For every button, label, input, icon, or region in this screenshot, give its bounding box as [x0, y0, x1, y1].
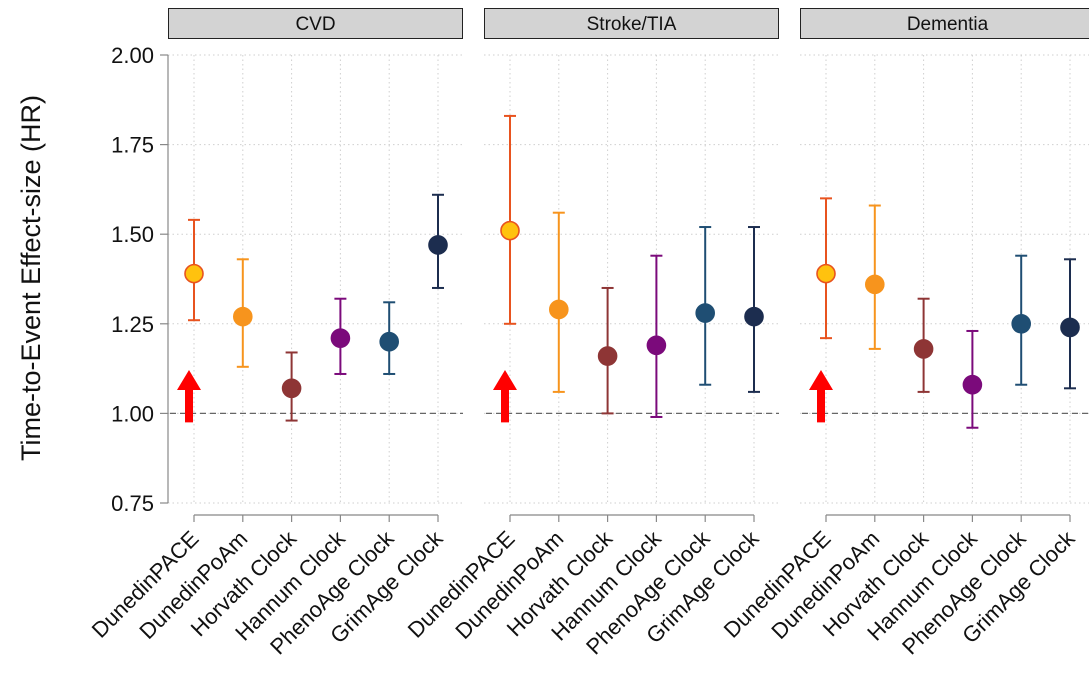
- point-dementia-grimage-clock: [1060, 317, 1080, 338]
- y-tick-label: 1.25: [111, 312, 154, 337]
- point-stroke-tia-hannum-clock: [646, 335, 667, 356]
- y-axis-title: Time-to-Event Effect-size (HR): [16, 95, 46, 461]
- point-stroke-tia-grimage-clock: [744, 306, 764, 327]
- facet-title-dementia: Dementia: [907, 14, 989, 35]
- y-tick-label: 2.00: [111, 43, 154, 68]
- y-tick-label: 1.75: [111, 133, 154, 158]
- point-cvd-grimage-clock: [428, 235, 448, 255]
- point-dementia-dunedinpoam: [864, 274, 885, 295]
- point-dementia-horvath-clock: [913, 339, 934, 359]
- y-tick-label: 1.50: [111, 222, 154, 247]
- point-stroke-tia-dunedinpoam: [548, 299, 569, 320]
- facet-title-cvd: CVD: [295, 14, 335, 35]
- y-tick-label: 1.00: [111, 401, 154, 426]
- point-stroke-tia-phenoage-clock: [695, 303, 716, 323]
- point-dementia-dunedinpace: [816, 263, 836, 284]
- highlight-arrow-cvd: [177, 369, 201, 423]
- point-cvd-dunedinpace: [184, 263, 204, 284]
- facet-title-stroke-tia: Stroke/TIA: [587, 14, 677, 35]
- point-dementia-phenoage-clock: [1011, 313, 1032, 334]
- highlight-arrow-dementia: [809, 369, 833, 423]
- highlight-arrow-stroke-tia: [493, 369, 517, 423]
- facet-strip-dementia: [800, 8, 1089, 39]
- point-stroke-tia-horvath-clock: [597, 346, 618, 366]
- point-cvd-dunedinpoam: [233, 306, 253, 327]
- facet-strip-cvd: [168, 8, 463, 39]
- point-cvd-horvath-clock: [281, 378, 302, 399]
- point-cvd-hannum-clock: [330, 328, 351, 348]
- facet-strip-stroke-tia: [484, 8, 779, 39]
- y-tick-label: 0.75: [111, 491, 154, 516]
- point-cvd-phenoage-clock: [379, 331, 400, 352]
- point-dementia-hannum-clock: [962, 374, 983, 395]
- point-stroke-tia-dunedinpace: [500, 220, 520, 241]
